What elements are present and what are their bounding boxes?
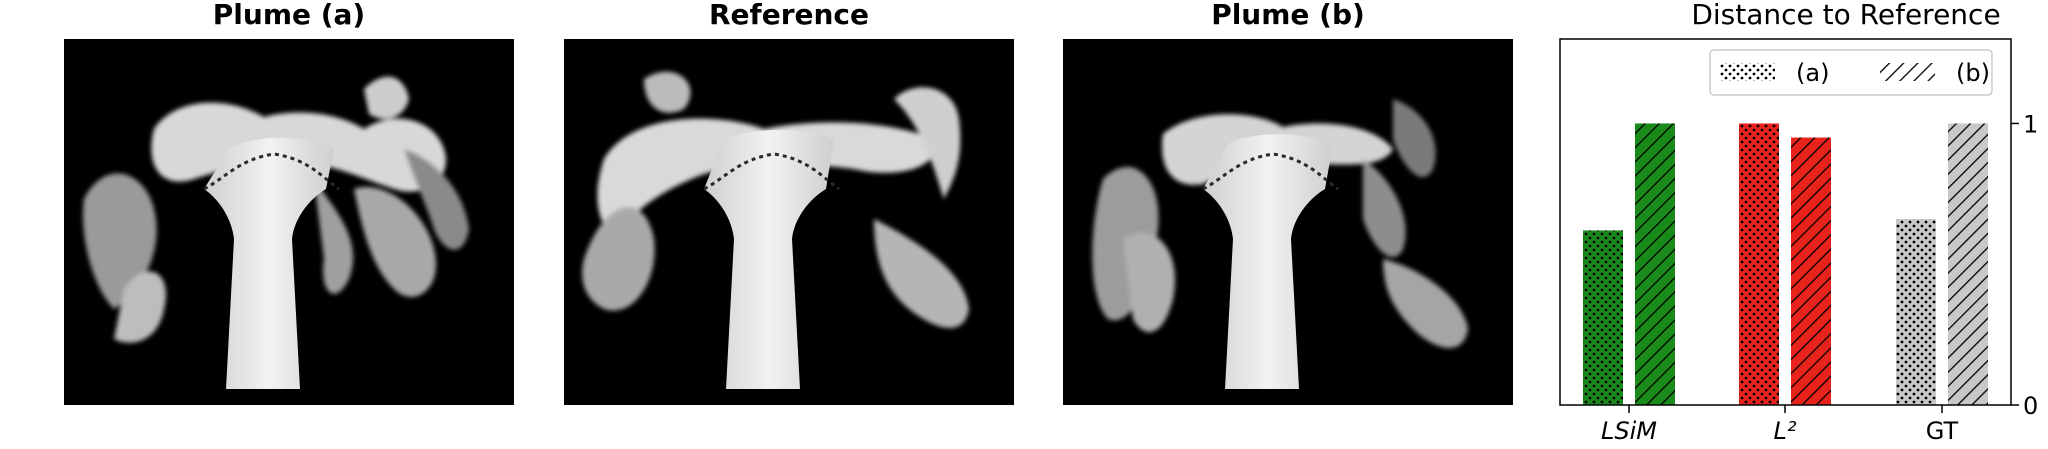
bar-pattern	[1948, 123, 1988, 405]
legend-box	[1709, 49, 1993, 96]
bar-pattern	[1583, 230, 1623, 405]
x-tick-label: LSiM	[1601, 417, 1657, 445]
legend-label: (b)	[1956, 59, 1990, 87]
y-tick-label: 0	[2023, 392, 2038, 420]
plume-b-image	[1063, 39, 1513, 405]
panel-title-reference: Reference	[708, 0, 870, 31]
panel-title-a: Plume (a)	[212, 0, 366, 31]
bar-pattern	[1635, 123, 1675, 405]
bar-pattern	[1896, 219, 1936, 405]
legend-swatch	[1720, 63, 1775, 81]
panel-title-b: Plume (b)	[1211, 0, 1365, 31]
bar-pattern	[1791, 137, 1831, 406]
legend-label: (a)	[1796, 59, 1829, 87]
chart-title: Distance to Reference	[1691, 0, 2000, 31]
y-tick-label: 1	[2023, 110, 2038, 138]
plume-a-image	[64, 39, 514, 405]
legend-swatch	[1880, 63, 1935, 81]
x-tick-label: L²	[1774, 417, 1797, 445]
bar-pattern	[1739, 123, 1779, 405]
x-tick-label: GT	[1926, 417, 1959, 445]
plume-reference-image	[564, 39, 1014, 405]
